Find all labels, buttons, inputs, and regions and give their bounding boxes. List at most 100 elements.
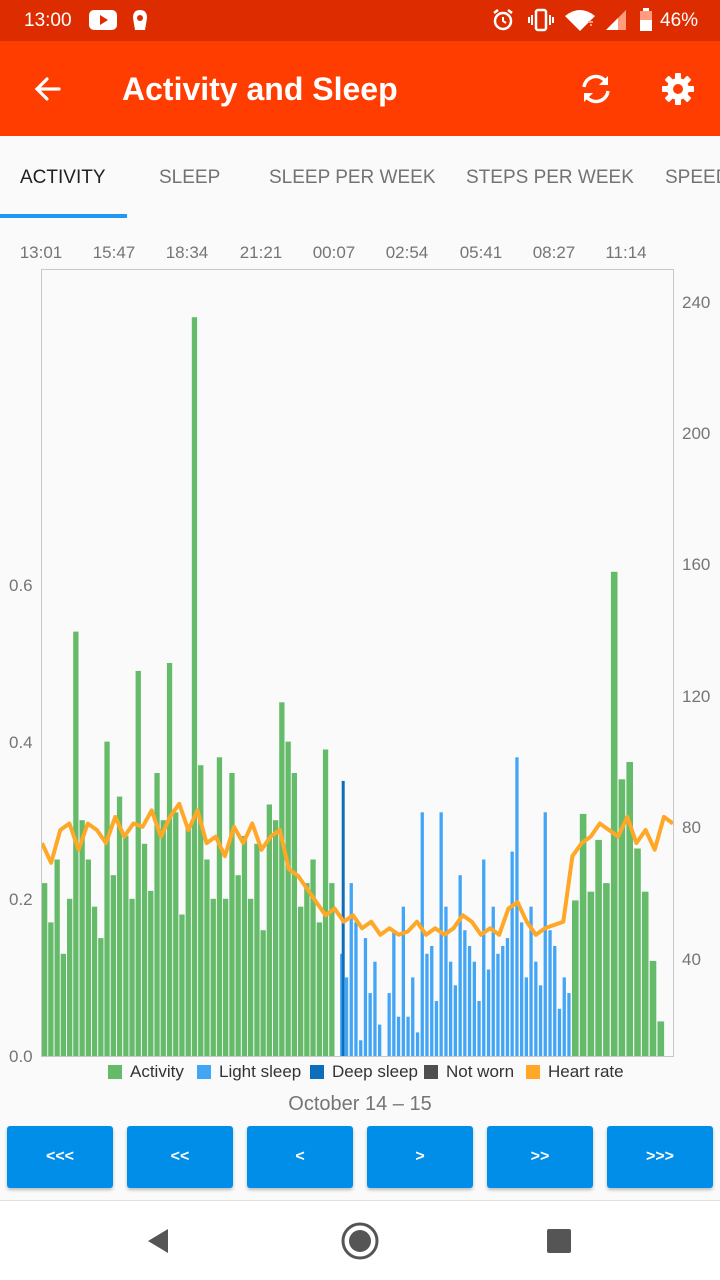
recents-icon[interactable] [539,1221,579,1261]
activity-bar [110,875,116,1056]
home-icon[interactable] [340,1221,380,1261]
legend-swatch [526,1065,540,1079]
light-sleep-bar [368,993,372,1056]
legend-label: Not worn [446,1062,515,1081]
activity-bar [129,898,135,1056]
tab-sleep-per-week[interactable]: SLEEP PER WEEK [269,167,436,188]
light-sleep-bar [553,946,557,1056]
light-sleep-bar [396,1016,401,1056]
app-notification-icon [128,8,152,32]
light-sleep-bar [534,961,538,1056]
tab-sleep[interactable]: SLEEP [159,167,221,188]
x-tick-label: 18:34 [165,243,209,262]
y-right-tick-label: 80 [682,818,701,837]
light-sleep-bar [543,812,547,1056]
activity-bar [241,835,248,1056]
legend-label: Deep sleep [332,1062,419,1081]
activity-bar [173,812,179,1056]
light-sleep-bar [344,977,349,1056]
sync-icon[interactable] [572,65,620,113]
light-sleep-bar [515,757,519,1056]
chart-legend: Activity Light sleep Deep sleep Not worn… [0,1062,720,1084]
light-sleep-bar [420,812,424,1056]
light-sleep-bar [449,961,453,1056]
light-sleep-bar [520,922,524,1056]
activity-bar [185,828,191,1056]
activity-bar [626,762,633,1056]
battery-percent: 46% [660,10,699,31]
activity-bar [48,922,54,1056]
light-sleep-bar [434,1001,439,1056]
legend-label: Heart rate [548,1062,624,1081]
previous-button[interactable]: < [247,1126,353,1188]
x-tick-label: 02:54 [385,243,429,262]
date-range: October 14 – 15 [288,1093,432,1115]
status-time: 13:00 [24,10,72,31]
activity-chart[interactable] [40,269,675,1057]
activity-bar [273,820,279,1056]
light-sleep-bar [491,906,495,1056]
x-tick-label: 21:21 [239,243,283,262]
activity-bar [634,848,641,1056]
light-sleep-bar [406,1016,410,1056]
tab-speed[interactable]: SPEED [665,167,720,188]
light-sleep-bar [510,851,514,1056]
back-week-button[interactable]: << [127,1126,233,1188]
x-tick-label: 15:47 [92,243,136,262]
wifi-icon [563,8,597,32]
activity-bar [291,773,297,1056]
x-tick-label: 13:01 [19,243,63,262]
activity-bar [657,1021,665,1056]
light-sleep-bar [557,1008,562,1056]
legend-heart-rate: Heart rate [526,1062,624,1082]
light-sleep-bar [444,906,448,1056]
next-button[interactable]: > [367,1126,473,1188]
activity-bar [116,796,123,1056]
activity-bar [79,820,85,1056]
activity-bar [154,773,160,1056]
x-tick-label: 11:14 [605,243,647,262]
legend-deep-sleep: Deep sleep [310,1062,418,1082]
activity-bar [266,804,272,1056]
system-navigation-bar [0,1200,720,1280]
light-sleep-bar [467,946,472,1056]
activity-bar [279,702,285,1056]
activity-bar [595,839,602,1056]
activity-bar [179,914,185,1056]
activity-bar [98,938,104,1056]
activity-bar [310,859,316,1056]
tab-activity[interactable]: ACTIVITY [20,167,106,188]
tab-steps-per-week[interactable]: STEPS PER WEEK [466,167,634,188]
first-button[interactable]: <<< [7,1126,113,1188]
activity-bar [135,670,141,1056]
legend-swatch [197,1065,211,1079]
activity-bar [329,883,335,1056]
light-sleep-bar [477,1001,481,1056]
activity-bar [42,883,48,1056]
back-icon[interactable] [138,1221,178,1261]
light-sleep-bar [501,946,505,1056]
last-button[interactable]: >>> [607,1126,713,1188]
activity-bar [235,875,241,1056]
light-sleep-bar [387,993,391,1056]
y-right-tick-label: 120 [682,687,711,706]
activity-bar [316,922,322,1056]
activity-bar [223,898,229,1056]
y-left-tick-label: 0.2 [9,890,33,909]
activity-bar [198,765,204,1056]
light-sleep-bar [496,953,500,1056]
heart-rate-line [40,801,675,937]
legend-light-sleep: Light sleep [197,1062,301,1082]
legend-label: Light sleep [219,1062,302,1081]
activity-bar [160,820,166,1056]
activity-bar [166,663,173,1056]
forward-week-button[interactable]: >> [487,1126,593,1188]
page-title: Activity and Sleep [122,71,398,107]
gear-icon[interactable] [654,65,702,113]
light-sleep-bar [529,906,533,1056]
light-sleep-bar [425,953,429,1056]
arrow-back-icon[interactable] [24,65,72,113]
y-left-tick-label: 0.6 [9,576,33,595]
activity-bar [285,741,291,1056]
light-sleep-bar [354,922,358,1056]
